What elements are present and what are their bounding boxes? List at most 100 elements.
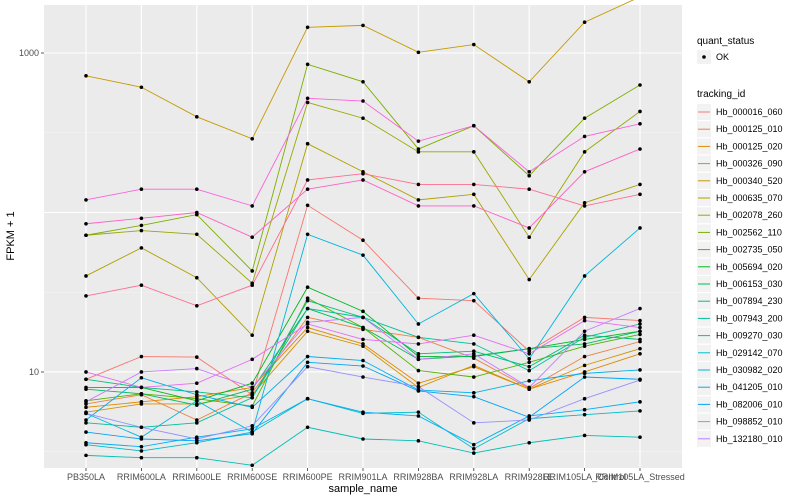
data-point: [139, 391, 144, 396]
legend-label: Hb_006153_030: [716, 279, 783, 289]
data-point: [305, 232, 310, 237]
data-point: [361, 344, 365, 349]
data-point: [416, 147, 421, 151]
data-point: [582, 354, 587, 359]
data-point: [250, 381, 254, 386]
data-point: [139, 246, 144, 250]
data-point: [84, 418, 88, 422]
data-point: [582, 116, 587, 121]
legend-label: Hb_082006_010: [716, 399, 783, 409]
data-point: [582, 150, 587, 154]
x-tick-label: RRIM600SE: [227, 472, 277, 482]
legend-label: Hb_005694_020: [716, 262, 783, 272]
data-point: [416, 357, 421, 362]
legend-title-quant-status: quant_status: [697, 36, 754, 47]
data-point: [84, 370, 88, 374]
x-axis-title: sample_name: [328, 483, 397, 495]
data-point: [139, 228, 144, 233]
data-point: [527, 277, 531, 282]
data-point: [84, 387, 88, 391]
data-point: [250, 204, 254, 208]
legend-label: Hb_029142_070: [716, 348, 783, 358]
data-point: [361, 437, 365, 441]
data-point: [195, 437, 199, 441]
data-point: [582, 363, 587, 368]
data-point: [361, 238, 365, 243]
data-point: [84, 198, 88, 202]
x-tick-label: RRIM600PE: [283, 472, 333, 482]
data-point: [416, 410, 421, 414]
data-point: [472, 204, 476, 208]
data-point: [472, 192, 476, 197]
data-point: [638, 409, 642, 413]
data-point: [84, 411, 88, 416]
data-point: [527, 379, 531, 383]
legend-label: Hb_041205_010: [716, 382, 783, 392]
data-point: [416, 50, 421, 55]
data-point: [305, 322, 310, 326]
data-point: [582, 329, 587, 334]
data-point: [472, 298, 476, 303]
data-point: [84, 233, 88, 238]
data-point: [361, 410, 365, 414]
data-point: [638, 83, 642, 87]
data-point: [527, 346, 531, 351]
data-point: [527, 235, 531, 239]
data-point: [305, 325, 310, 330]
data-point: [638, 325, 642, 330]
data-point: [305, 364, 310, 369]
data-point: [527, 356, 531, 361]
data-point: [195, 303, 199, 308]
data-point: [84, 430, 88, 434]
legend-point-icon: [702, 55, 706, 59]
data-point: [361, 171, 365, 176]
data-point: [195, 366, 199, 371]
data-point: [139, 449, 144, 453]
data-point: [527, 368, 531, 373]
data-point: [472, 375, 476, 379]
data-point: [139, 85, 144, 90]
data-point: [582, 371, 587, 376]
data-point: [638, 332, 642, 337]
data-point: [638, 121, 642, 126]
data-point: [195, 403, 199, 407]
data-point: [84, 73, 88, 78]
data-point: [416, 204, 421, 208]
x-tick-label: RRIM928BA: [393, 472, 443, 482]
data-point: [638, 352, 642, 356]
data-point: [305, 425, 310, 430]
data-point: [139, 283, 144, 288]
data-point: [250, 431, 254, 436]
data-point: [305, 178, 310, 182]
data-point: [305, 315, 310, 320]
data-point: [416, 389, 421, 393]
data-point: [195, 421, 199, 425]
data-point: [527, 360, 531, 365]
data-point: [638, 182, 642, 187]
data-point: [139, 425, 144, 430]
data-point: [139, 437, 144, 441]
data-point: [582, 433, 587, 438]
legend-label: Hb_098852_010: [716, 417, 783, 427]
data-point: [84, 405, 88, 410]
data-point: [472, 150, 476, 154]
data-point: [250, 385, 254, 390]
data-point: [139, 385, 144, 390]
data-point: [250, 423, 254, 428]
data-point: [527, 418, 531, 422]
data-point: [361, 337, 365, 342]
data-point: [250, 269, 254, 273]
data-point: [527, 364, 531, 369]
data-point: [638, 337, 642, 342]
data-point: [416, 322, 421, 326]
data-point: [416, 381, 421, 386]
legend-label: Hb_000340_520: [716, 176, 783, 186]
data-point: [582, 315, 587, 320]
data-point: [84, 453, 88, 458]
data-point: [305, 396, 310, 401]
data-point: [472, 451, 476, 455]
data-point: [472, 442, 476, 447]
data-point: [416, 384, 421, 389]
data-point: [305, 100, 310, 105]
data-point: [416, 182, 421, 187]
